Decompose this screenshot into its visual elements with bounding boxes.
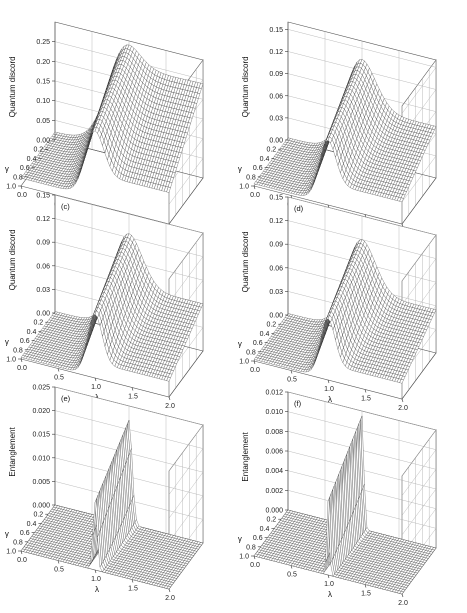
z-tick-label: 0.20 [36,59,50,66]
z-tick-label: 0.15 [36,79,50,86]
x-tick-label: 0.0 [17,192,27,199]
y-axis-title: γ [5,338,9,347]
y-tick-label: 0.2 [33,147,43,154]
y-tick-label: 0.2 [33,320,43,327]
z-tick-label: 0.03 [36,287,50,294]
z-tick-label: 0.09 [269,71,283,78]
panel-2: 0.000.030.060.090.120.150.00.51.01.52.0λ… [5,193,204,410]
x-tick-label: 2.0 [165,403,175,410]
z-tick-label: 0.03 [269,115,283,122]
x-tick-label: 0.0 [17,365,27,372]
z-axis-title: Quantum discord [8,229,17,290]
z-tick-label: 0.05 [36,118,50,125]
x-tick-label: 1.5 [128,394,138,401]
y-tick-label: 0.4 [260,156,270,163]
z-tick-label: 0.15 [269,27,283,34]
panel-1: 0.000.030.060.090.120.150.00.51.01.52.0λ… [238,21,437,237]
y-tick-label: 0.2 [266,147,276,154]
panel-3: 0.000.030.060.090.120.150.00.51.01.52.0λ… [238,195,437,412]
z-axis-title: Quantum discord [241,56,250,117]
y-axis-title: γ [5,165,9,174]
y-tick-label: 0.8 [13,347,23,354]
z-axis-title: Quantum discord [8,56,17,117]
z-tick-label: 0.06 [269,93,283,100]
y-tick-label: 0.6 [253,165,263,172]
panel-0: 0.000.050.100.150.200.250.00.51.01.52.0λ… [5,21,204,237]
x-tick-label: 0.5 [54,375,64,382]
x-tick-label: 0.0 [250,192,260,199]
y-tick-label: 0.6 [20,338,30,345]
y-tick-label: 0.4 [27,329,37,336]
y-tick-label: 1.0 [6,184,16,191]
y-tick-label: 1.0 [6,357,16,364]
y-tick-label: 0.8 [246,174,256,181]
y-tick-label: 0.8 [13,174,23,181]
z-tick-label: 0.09 [36,240,50,247]
y-tick-label: 0.4 [27,156,37,163]
x-tick [168,396,171,401]
z-tick-label: 0.06 [36,263,50,270]
z-tick-label: 0.15 [36,193,50,200]
y-axis-title: γ [238,165,242,174]
z-tick-label: 0.12 [269,49,283,56]
z-tick-label: 0.00 [36,311,50,318]
x-tick-label: 1.0 [91,384,101,391]
surface-mesh [20,44,204,193]
z-tick-label: 0.00 [269,138,283,145]
z-tick-label: 0.10 [36,98,50,105]
z-tick-label: 0.25 [36,39,50,46]
z-tick-label: 0.00 [36,138,50,145]
y-tick-label: 0.6 [20,165,30,172]
panel-label: (c) [61,202,70,211]
z-tick-label: 0.12 [36,216,50,223]
y-tick-label: 1.0 [239,184,249,191]
